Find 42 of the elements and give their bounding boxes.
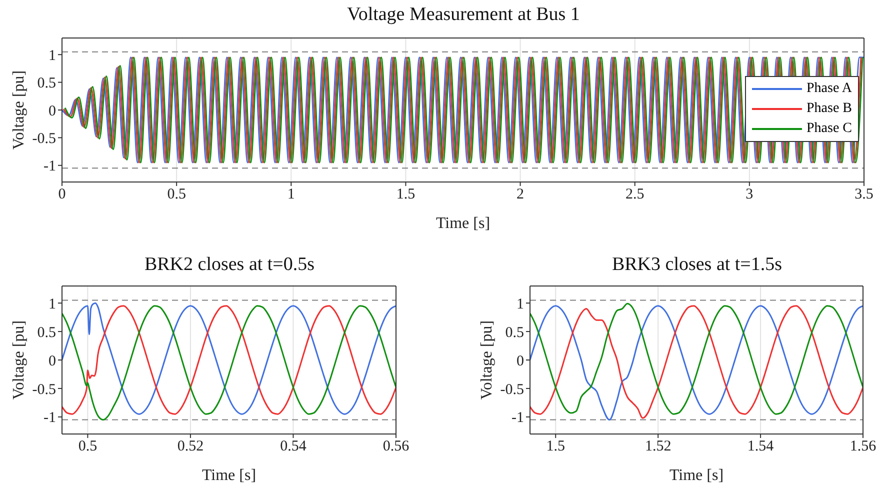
- legend-label: Phase B: [806, 100, 852, 118]
- x-axis-title: Time [s]: [669, 467, 724, 484]
- chart-title: BRK2 closes at t=0.5s: [143, 254, 316, 276]
- x-tick-label: 0.5: [167, 186, 186, 203]
- y-tick-label: 1: [516, 296, 524, 312]
- x-tick-label: 1.5: [396, 186, 416, 203]
- y-axis-title: Voltage [pu]: [10, 320, 28, 400]
- y-tick-label: 1: [48, 296, 56, 312]
- x-tick-label: 0.5: [78, 438, 98, 455]
- x-tick-label: 0.56: [382, 438, 410, 455]
- chart-title: BRK3 closes at t=1.5s: [610, 254, 784, 276]
- y-tick-label: -1: [44, 158, 56, 175]
- x-tick-label: 1.56: [850, 438, 877, 455]
- x-tick-label: 1.5: [546, 438, 565, 455]
- y-tick-label: -0.5: [500, 382, 524, 398]
- x-axis-title: Time [s]: [202, 467, 256, 484]
- y-tick-label: 1: [48, 48, 56, 64]
- x-tick-label: 0.54: [280, 438, 307, 455]
- chart-title: Voltage Measurement at Bus 1: [346, 4, 581, 26]
- y-tick-label: 0: [516, 353, 524, 370]
- x-tick-label: 2.5: [625, 186, 644, 203]
- y-tick-label: -0.5: [32, 131, 56, 148]
- y-axis-title: Voltage [pu]: [478, 320, 496, 400]
- y-tick-label: 0.5: [37, 76, 56, 92]
- x-tick-label: 2: [516, 186, 524, 203]
- y-axis-title: Voltage [pu]: [10, 70, 28, 150]
- y-tick-label: -1: [512, 410, 524, 426]
- x-tick-label: 0.52: [177, 438, 204, 455]
- legend-label: Phase C: [806, 120, 852, 138]
- y-tick-label: 0: [48, 103, 56, 120]
- x-tick-label: 3: [746, 186, 754, 203]
- x-axis-title: Time [s]: [436, 215, 490, 232]
- y-tick-label: 0.5: [505, 324, 524, 341]
- legend-label: Phase A: [806, 80, 852, 98]
- y-tick-label: 0: [48, 353, 56, 370]
- y-tick-label: 0.5: [37, 324, 56, 341]
- x-tick-label: 1: [287, 186, 295, 203]
- y-tick-label: -0.5: [32, 382, 56, 398]
- x-tick-label: 1.54: [747, 438, 774, 455]
- x-tick-label: 3.5: [854, 186, 874, 203]
- x-tick-label: 1.52: [644, 438, 672, 455]
- y-tick-label: -1: [44, 410, 56, 426]
